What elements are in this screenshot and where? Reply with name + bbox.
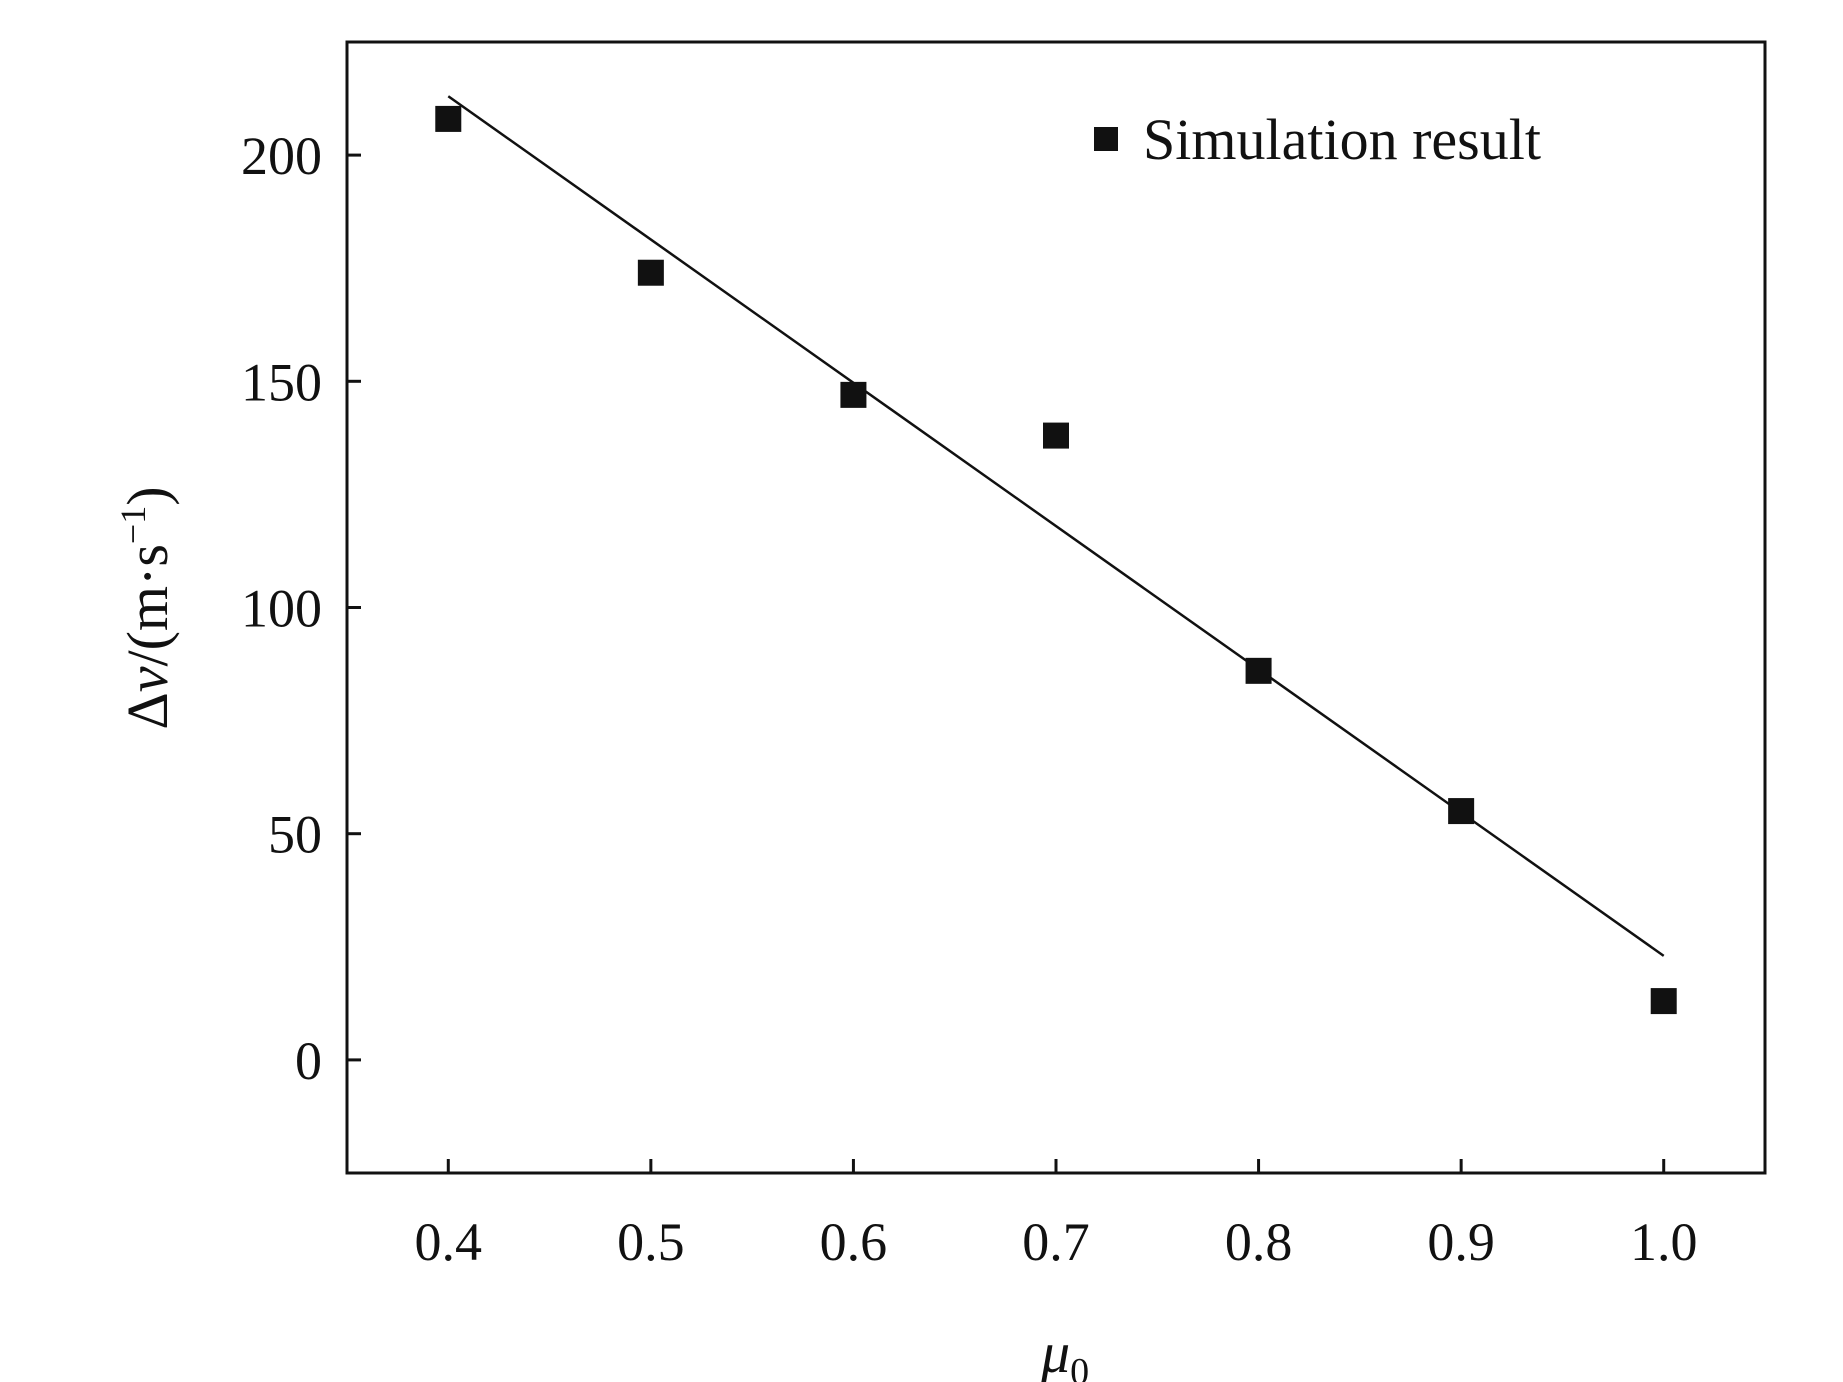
legend-marker [1094, 127, 1118, 151]
x-axis-title: μ0 [1040, 1320, 1089, 1382]
data-point [637, 259, 664, 286]
data-point [1245, 657, 1272, 684]
legend-label: Simulation result [1143, 107, 1541, 172]
data-point [435, 105, 462, 132]
y-axis-title-close: ) [115, 486, 180, 505]
y-axis-title-prefix: Δ [115, 692, 180, 729]
y-tick-label: 100 [241, 579, 322, 639]
y-axis-title: Δv/(m·s−1) [113, 486, 180, 729]
data-point [1448, 798, 1475, 825]
y-axis-title-unit: /(m·s [115, 544, 180, 666]
legend: Simulation result [1094, 107, 1541, 172]
y-tick-label: 0 [295, 1031, 322, 1091]
x-axis-title-main: μ [1040, 1320, 1070, 1382]
x-tick-label: 1.0 [1630, 1212, 1698, 1272]
y-axis-title-variable: v [115, 666, 180, 692]
y-tick-label: 200 [241, 126, 322, 186]
x-tick-label: 0.4 [415, 1212, 483, 1272]
data-point [1650, 988, 1677, 1015]
data-points-layer [435, 105, 1677, 1015]
x-tick-label: 0.7 [1022, 1212, 1090, 1272]
x-axis-ticks: 0.4 0.5 0.6 0.7 0.8 0.9 1.0 [415, 1159, 1698, 1272]
y-tick-label: 50 [268, 805, 322, 865]
y-tick-label: 150 [241, 352, 322, 412]
x-tick-label: 0.9 [1427, 1212, 1495, 1272]
x-axis-title-subscript: 0 [1070, 1351, 1089, 1382]
x-tick-label: 0.6 [820, 1212, 888, 1272]
y-axis-ticks: 0 50 100 150 200 [241, 126, 361, 1091]
data-point [1043, 422, 1069, 449]
x-tick-label: 0.5 [617, 1212, 685, 1272]
y-axis-title-superscript: −1 [113, 506, 153, 544]
x-tick-label: 0.8 [1225, 1212, 1293, 1272]
data-point [840, 381, 867, 408]
